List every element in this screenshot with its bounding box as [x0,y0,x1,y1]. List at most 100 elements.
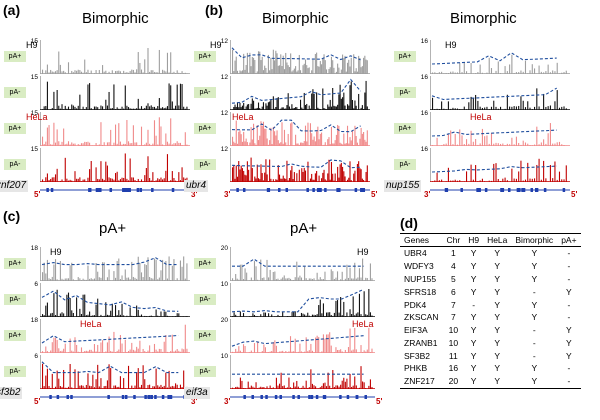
coverage-bar [545,71,547,74]
exon [521,188,524,192]
coverage-bar [132,69,134,74]
coverage-bar [500,73,502,74]
coverage-bar [235,56,237,74]
coverage-bar [77,371,79,389]
coverage-bar [366,165,368,182]
coverage-bar [89,278,91,281]
coverage-bar [283,178,286,182]
coverage-bar [343,171,345,182]
coverage-bar [339,142,341,146]
coverage-bar [293,351,295,353]
coverage-bar [291,104,293,110]
coverage-bar [319,109,321,110]
coverage-bar [241,316,243,317]
coverage-bar [280,178,282,182]
coverage-bar [175,105,177,110]
coverage-bar [132,387,134,389]
coverage-bar [254,176,256,182]
coverage-bar [149,315,151,317]
coverage-bar [93,315,96,317]
coverage-bar [330,126,333,146]
coverage-bar [307,68,309,74]
coverage-bar [260,259,262,281]
coverage-bar [140,106,143,110]
coverage-bar [150,388,152,389]
coverage-bar [106,105,108,110]
coverage-bar [321,351,323,353]
coverage-bar [340,162,342,182]
table-cell: Y [483,374,512,389]
coverage-bar [108,336,110,353]
coverage-bar [139,340,141,353]
coverage-bar [244,109,246,110]
coverage-bar [307,388,309,389]
exon [124,188,127,192]
coverage-bar [450,71,452,74]
coverage-bar [286,278,288,281]
coverage-bar [116,107,118,110]
coverage-bar [349,373,351,389]
coverage-bar [254,59,256,74]
coverage-bar [276,130,278,146]
coverage-bar [157,72,159,74]
coverage-bar [162,259,164,281]
coverage-bar [292,145,294,146]
envelope-line [431,87,557,101]
coverage-bar [318,139,320,146]
coverage-bar [102,316,104,317]
coverage-bar [77,178,79,182]
coverage-bar [322,145,324,146]
coverage-bar [260,314,262,317]
coverage-bar [165,133,167,146]
strand-start: 3' [424,190,431,199]
exon [88,188,91,192]
coverage-bar [183,316,185,317]
coverage-bar [318,305,320,317]
coverage-bar [72,143,74,146]
coverage-bar [179,260,181,281]
coverage-bar [513,106,515,110]
coverage-bar [134,180,136,182]
coverage-bar [100,122,102,146]
coverage-bar [358,268,360,281]
coverage-bar [74,171,76,182]
coverage-bar [64,343,66,353]
coverage-bar [336,385,339,389]
coverage-bar [545,178,547,182]
coverage-bar [166,315,169,317]
coverage-bar [343,301,345,317]
coverage-bar [344,143,346,146]
coverage-bar [113,331,115,353]
coverage-bar [282,175,284,182]
coverage-bar [330,315,332,317]
coverage-bar [371,386,373,389]
coverage-bar [45,105,47,110]
coverage-bar [272,342,274,353]
coverage-bar [285,178,287,182]
coverage-bar [260,121,262,146]
fraction-label: pA- [4,158,26,170]
coverage-bar [79,177,81,182]
coverage-bar [443,73,445,74]
coverage-bar [97,178,99,182]
coverage-bar [92,279,94,281]
coverage-bar [103,262,105,281]
coverage-bar [74,280,76,281]
coverage-bar [342,97,344,110]
coverage-bar [304,170,307,182]
ymax-label: 12 [220,74,228,81]
exon [478,188,481,192]
coverage-bar [71,350,73,353]
coverage-bar [522,100,524,110]
coverage-bar [504,108,506,110]
coverage-bar [184,324,186,353]
coverage-bar [115,305,117,317]
coverage-bar [454,72,456,74]
coverage-bar [300,351,303,353]
coverage-bar [293,311,295,317]
coverage-bar [87,351,89,353]
coverage-bar [158,316,160,317]
exon [338,188,341,192]
coverage-bar [335,347,337,353]
coverage-bar [365,277,367,281]
